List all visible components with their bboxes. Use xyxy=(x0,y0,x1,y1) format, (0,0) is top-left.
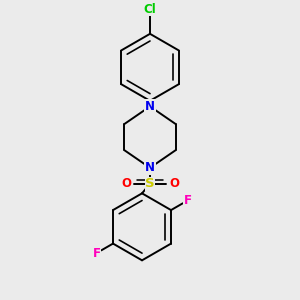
Text: N: N xyxy=(145,161,155,174)
Text: S: S xyxy=(145,177,155,190)
Text: F: F xyxy=(92,247,101,260)
Text: Cl: Cl xyxy=(144,3,156,16)
Text: F: F xyxy=(184,194,192,207)
Text: O: O xyxy=(169,177,179,190)
Text: N: N xyxy=(145,100,155,113)
Text: O: O xyxy=(121,177,131,190)
